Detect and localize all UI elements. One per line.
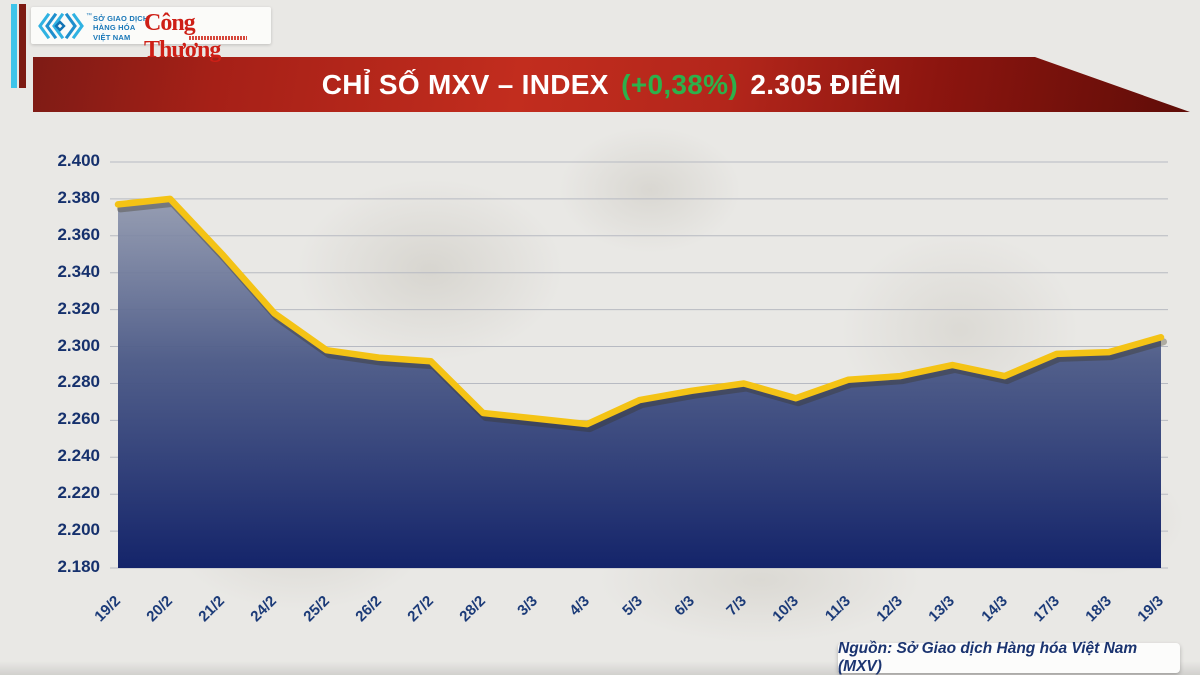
x-tick-label: 10/3 — [769, 592, 802, 626]
x-tick-label: 25/2 — [299, 592, 333, 626]
x-tick-label: 18/3 — [1082, 592, 1115, 626]
y-tick-label: 2.220 — [57, 483, 100, 503]
y-tick-label: 2.300 — [57, 335, 100, 355]
mxv-diamond-chevrons-icon — [38, 12, 84, 40]
x-tick-label: 20/2 — [143, 592, 177, 626]
y-tick-label: 2.280 — [57, 372, 100, 392]
y-tick-label: 2.340 — [57, 261, 100, 281]
accent-bar-red — [19, 4, 26, 88]
x-tick-label: 17/3 — [1030, 592, 1063, 626]
logo-strip: ™ SỞ GIAO DỊCH HÀNG HÓA VIỆT NAM Công Th… — [31, 7, 271, 63]
y-tick-label: 2.320 — [57, 298, 100, 318]
mxv-logo-line2: HÀNG HÓA — [93, 23, 136, 33]
y-tick-label: 2.260 — [57, 409, 100, 429]
x-tick-label: 7/3 — [723, 592, 750, 620]
y-tick-label: 2.240 — [57, 446, 100, 466]
x-tick-label: 14/3 — [977, 592, 1011, 626]
x-tick-label: 5/3 — [618, 592, 646, 620]
banner-title-suffix: 2.305 ĐIỂM — [750, 69, 902, 100]
x-tick-label: 26/2 — [352, 592, 385, 626]
trademark-symbol: ™ — [86, 13, 92, 19]
accent-bar-cyan — [11, 4, 17, 88]
x-tick-label: 21/2 — [195, 592, 229, 626]
banner-change-percent: (+0,38%) — [621, 69, 738, 100]
x-tick-label: 3/3 — [514, 592, 542, 620]
x-tick-label: 4/3 — [566, 592, 594, 620]
mxv-logo-text: SỞ GIAO DỊCH HÀNG HÓA VIỆT NAM — [93, 14, 148, 42]
x-tick-label: 11/3 — [822, 592, 855, 625]
x-tick-label: 28/2 — [456, 592, 490, 626]
mxv-logo-line1: SỞ GIAO DỊCH — [93, 14, 149, 23]
y-tick-label: 2.400 — [57, 151, 100, 170]
title-banner: CHỈ SỐ MXV – INDEX (+0,38%) 2.305 ĐIỂM — [33, 57, 1190, 112]
y-tick-label: 2.360 — [57, 224, 100, 244]
y-tick-label: 2.200 — [57, 520, 100, 540]
y-tick-label: 2.180 — [57, 557, 100, 576]
mxv-logo-line3: VIỆT NAM — [93, 32, 131, 42]
congthuong-tagline — [189, 36, 247, 40]
x-tick-label: 19/2 — [91, 592, 125, 626]
index-area-chart — [110, 161, 1168, 569]
source-box: Nguồn: Sở Giao dịch Hàng hóa Việt Nam (M… — [838, 640, 1180, 675]
banner-title-prefix: CHỈ SỐ MXV – INDEX — [321, 69, 609, 100]
x-tick-label: 19/3 — [1134, 592, 1168, 626]
x-tick-label: 27/2 — [404, 592, 437, 626]
y-tick-label: 2.380 — [57, 187, 100, 207]
source-text: Nguồn: Sở Giao dịch Hàng hóa Việt Nam (M… — [838, 640, 1138, 675]
x-tick-label: 24/2 — [247, 592, 281, 626]
x-tick-label: 13/3 — [925, 592, 959, 626]
x-tick-label: 12/3 — [873, 592, 907, 626]
x-tick-label: 6/3 — [670, 592, 698, 620]
